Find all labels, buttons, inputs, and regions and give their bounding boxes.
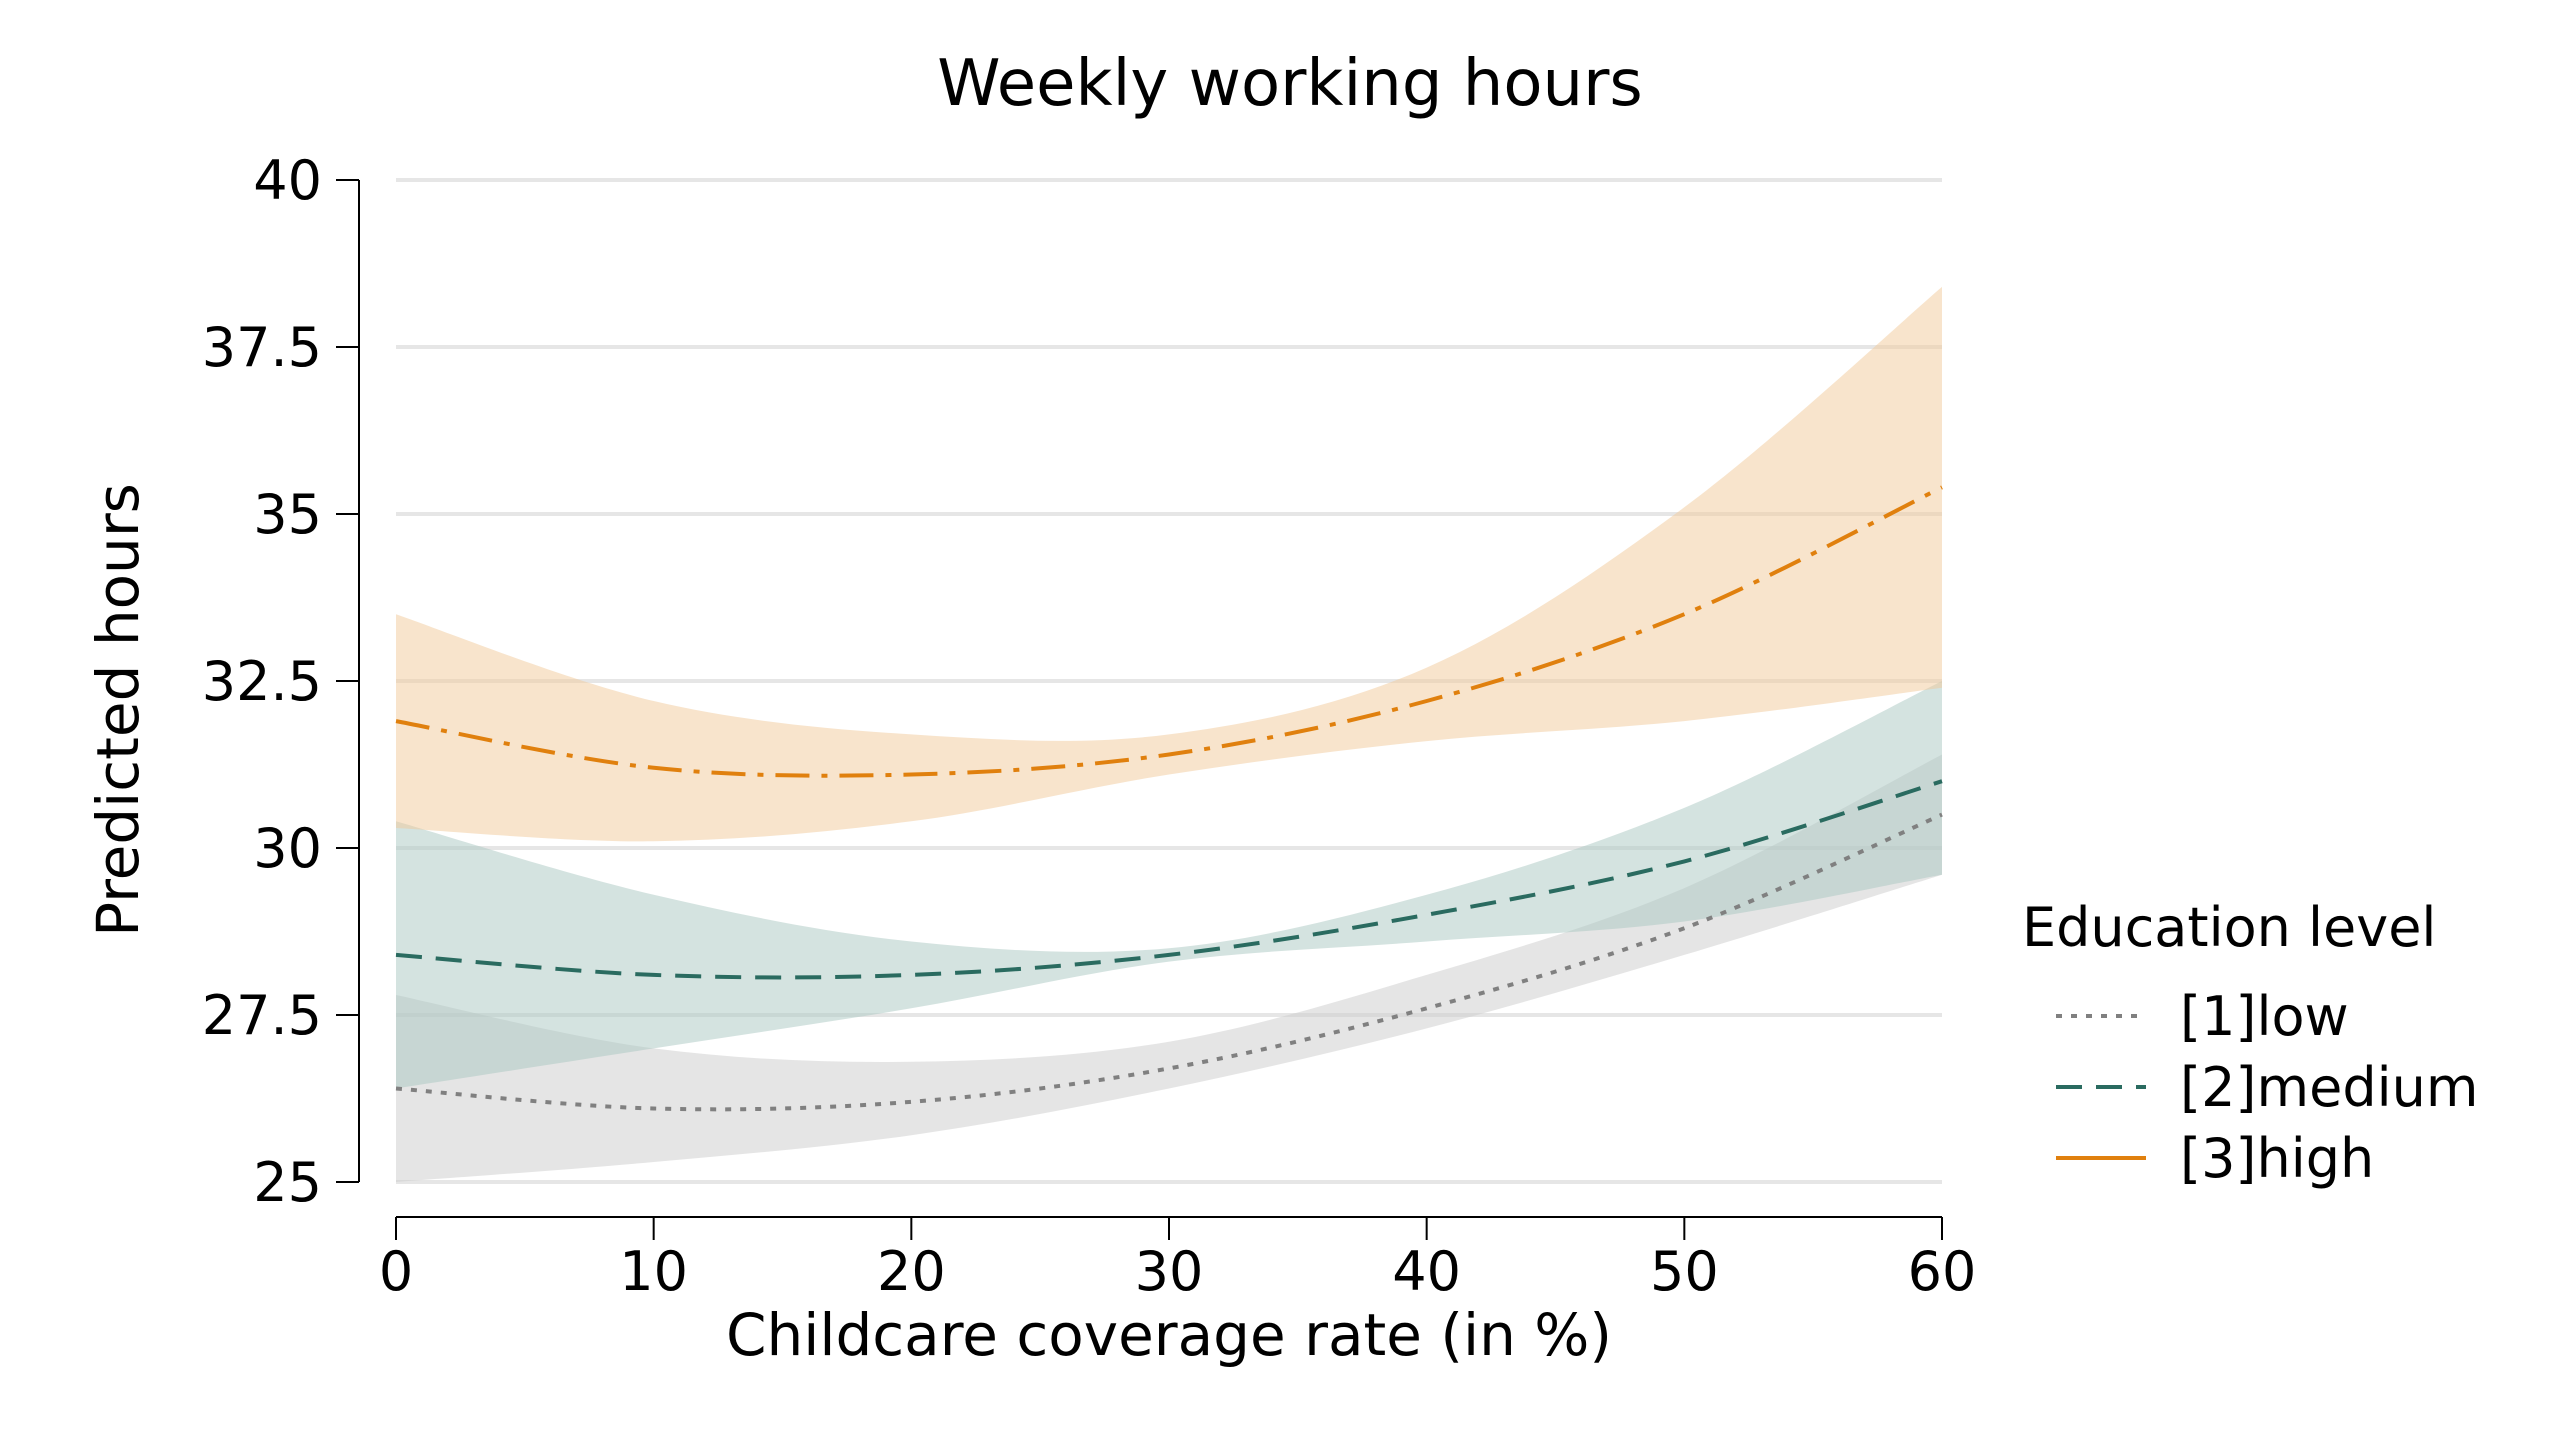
legend-label-3: [3]high xyxy=(2180,1127,2374,1190)
x-tick-label-5: 50 xyxy=(1650,1240,1719,1303)
chart-title: Weekly working hours xyxy=(937,47,1642,121)
y-tick-label-6: 40 xyxy=(253,149,322,212)
y-tick-label-1: 27.5 xyxy=(202,984,322,1047)
series-lines xyxy=(393,484,1945,1112)
y-tick-label-0: 25 xyxy=(253,1151,322,1214)
data-point-2-5 xyxy=(1681,858,1687,864)
y-tick-label-2: 30 xyxy=(253,817,322,880)
x-tick-label-4: 40 xyxy=(1392,1240,1461,1303)
data-point-3-0 xyxy=(393,718,399,724)
y-tick-label-4: 35 xyxy=(253,483,322,546)
data-point-1-6 xyxy=(1939,812,1945,818)
x-axis-label: Childcare coverage rate (in %) xyxy=(726,1301,1612,1369)
data-point-2-6 xyxy=(1939,778,1945,784)
x-tick-label-6: 60 xyxy=(1908,1240,1977,1303)
data-point-1-4 xyxy=(1424,1005,1430,1011)
legend-label-2: [2]medium xyxy=(2180,1056,2478,1119)
confidence-bands xyxy=(396,286,1942,1182)
data-point-1-0 xyxy=(393,1085,399,1091)
legend-title: Education level xyxy=(2022,896,2436,959)
data-point-2-3 xyxy=(1166,952,1172,958)
x-tick-label-2: 20 xyxy=(877,1240,946,1303)
ci-band-2 xyxy=(396,681,1942,1089)
series-line-2 xyxy=(395,779,1943,980)
ci-band-3 xyxy=(396,286,1942,842)
data-point-1-2 xyxy=(908,1099,914,1105)
series-line-3 xyxy=(395,485,1943,778)
y-tick-label-5: 37.5 xyxy=(202,316,322,379)
data-point-3-6 xyxy=(1939,484,1945,490)
series-line-1 xyxy=(395,812,1943,1112)
data-point-3-5 xyxy=(1681,611,1687,617)
data-point-3-1 xyxy=(651,765,657,771)
legend: Education level [1]low [2]medium [3]high xyxy=(2022,896,2478,1190)
data-point-2-1 xyxy=(651,972,657,978)
data-point-2-4 xyxy=(1424,912,1430,918)
data-point-1-5 xyxy=(1681,925,1687,931)
x-tick-label-3: 30 xyxy=(1135,1240,1204,1303)
axis-ticks: 25 27.5 30 32.5 35 37.5 40 0 10 20 30 40 50 60 xyxy=(202,149,1977,1303)
y-tick-label-3: 32.5 xyxy=(202,650,322,713)
data-point-3-4 xyxy=(1424,698,1430,704)
data-point-1-3 xyxy=(1166,1065,1172,1071)
data-point-3-2 xyxy=(908,772,914,778)
x-tick-label-1: 10 xyxy=(619,1240,688,1303)
ci-band-1 xyxy=(396,754,1942,1182)
data-point-3-3 xyxy=(1166,751,1172,757)
y-axis-label: Predicted hours xyxy=(84,483,152,937)
data-point-2-2 xyxy=(908,972,914,978)
data-point-1-1 xyxy=(651,1106,657,1112)
data-point-2-0 xyxy=(393,952,399,958)
x-tick-label-0: 0 xyxy=(379,1240,413,1303)
legend-label-1: [1]low xyxy=(2180,985,2349,1048)
